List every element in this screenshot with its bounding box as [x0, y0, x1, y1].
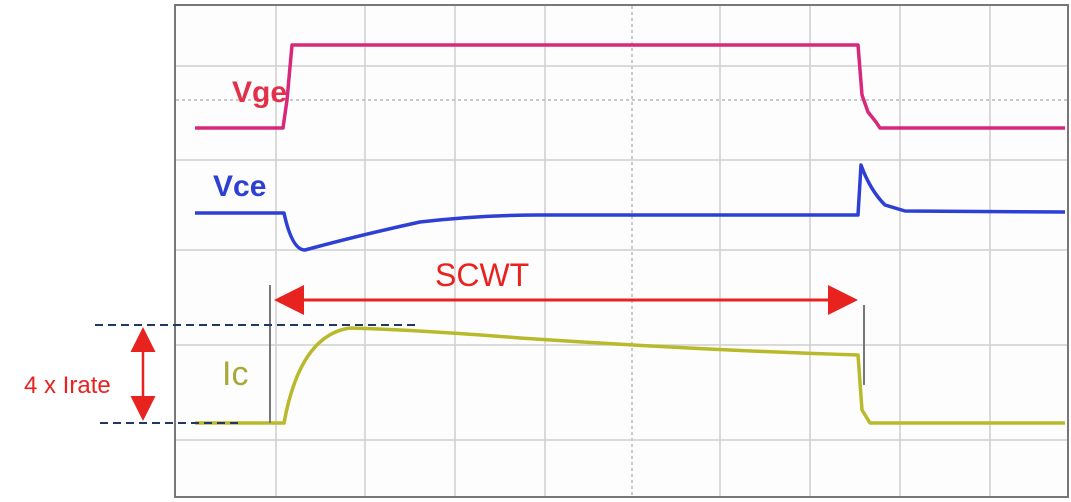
oscilloscope-figure: Vge Vce Ic SCWT 4 x Irate	[0, 0, 1071, 502]
scwt-label: SCWT	[435, 257, 529, 293]
vge-label: Vge	[232, 76, 287, 109]
vce-label: Vce	[213, 170, 266, 203]
current-label: 4 x Irate	[24, 372, 111, 399]
ic-label: Ic	[222, 355, 248, 393]
